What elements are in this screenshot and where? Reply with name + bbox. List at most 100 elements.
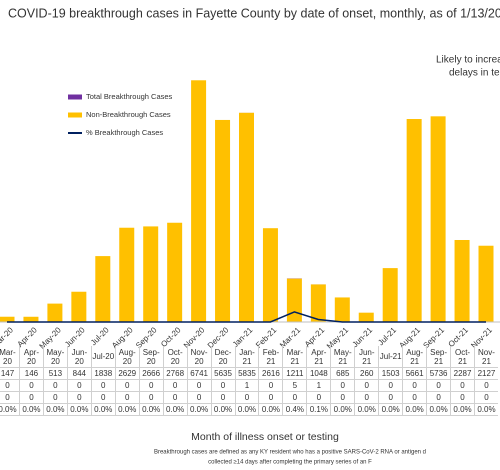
table-cell: May-20 xyxy=(42,346,67,368)
table-cell: 0 xyxy=(306,392,331,404)
table-cell: 0 xyxy=(354,380,379,392)
table-cell: Jul-21 xyxy=(378,346,403,368)
chart-title: COVID-19 breakthrough cases in Fayette C… xyxy=(8,6,500,20)
table-cell: 260 xyxy=(354,368,379,380)
bar xyxy=(119,227,135,322)
table-cell: Nov-20 xyxy=(186,346,211,368)
table-cell: Jan-21 xyxy=(234,346,259,368)
table-cell: 0.1% xyxy=(306,404,331,416)
table-cell: 0 xyxy=(210,380,235,392)
x-tick-label: Jul-21 xyxy=(376,325,398,347)
table-cell: 0.0% xyxy=(426,404,451,416)
x-tick-label: Jul-20 xyxy=(89,325,111,347)
table-cell: 146 xyxy=(18,368,43,380)
table-cell: 0 xyxy=(210,392,235,404)
table-cell: 0 xyxy=(114,392,139,404)
table-cell: 0 xyxy=(42,392,67,404)
table-cell: 2127 xyxy=(474,368,498,380)
table-cell: 0 xyxy=(0,380,19,392)
table-cell: Aug-21 xyxy=(402,346,427,368)
table-cell: 0.0% xyxy=(234,404,259,416)
table-cell: 0 xyxy=(474,392,498,404)
table-cell: 0 xyxy=(354,392,379,404)
table-cell: 0.0% xyxy=(66,404,91,416)
legend-label: % Breakthrough Cases xyxy=(86,128,163,137)
table-cell: 0 xyxy=(162,392,187,404)
table-cell: 0 xyxy=(402,380,427,392)
table-cell: 2629 xyxy=(114,368,139,380)
table-cell: 0.0% xyxy=(378,404,403,416)
table-cell: Mar-21 xyxy=(282,346,307,368)
table-cell: 0 xyxy=(138,392,163,404)
table-cell: 0.0% xyxy=(258,404,283,416)
table-cell: 5835 xyxy=(234,368,259,380)
bar xyxy=(23,316,39,322)
bar xyxy=(71,291,87,322)
table-cell: 1211 xyxy=(282,368,307,380)
line xyxy=(7,311,486,323)
table-cell: 0 xyxy=(18,380,43,392)
table-cell: 1 xyxy=(234,380,259,392)
table-cell: 1048 xyxy=(306,368,331,380)
table-cell: 0.0% xyxy=(18,404,43,416)
legend-swatch xyxy=(68,112,82,118)
table-cell: May-21 xyxy=(330,346,355,368)
table-cell: 0 xyxy=(42,380,67,392)
table-cell: 0 xyxy=(378,392,403,404)
bar xyxy=(310,284,326,322)
table-cell: Feb-21 xyxy=(258,346,283,368)
legend-label: Total Breakthrough Cases xyxy=(86,92,173,101)
bar xyxy=(478,245,494,322)
table-cell: 0 xyxy=(474,380,498,392)
table-cell: 513 xyxy=(42,368,67,380)
table-cell: 1503 xyxy=(378,368,403,380)
bar xyxy=(406,119,422,322)
table-cell: 685 xyxy=(330,368,355,380)
table-cell: 1838 xyxy=(90,368,115,380)
bar xyxy=(358,312,374,322)
bar xyxy=(167,222,183,322)
bar xyxy=(430,116,446,322)
table-cell: 0.0% xyxy=(138,404,163,416)
table-cell: 0.0% xyxy=(450,404,474,416)
table-cell: Apr-20 xyxy=(18,346,43,368)
table-cell: 0 xyxy=(162,380,187,392)
table-cell: 0 xyxy=(450,380,474,392)
table-cell: 5661 xyxy=(402,368,427,380)
table-cell: 0 xyxy=(426,380,451,392)
table-cell: 0 xyxy=(114,380,139,392)
table-cell: 0 xyxy=(258,380,283,392)
table-cell: Oct-21 xyxy=(450,346,474,368)
table-cell: 5635 xyxy=(210,368,235,380)
table-cell: 0.0% xyxy=(210,404,235,416)
table-cell: 0 xyxy=(18,392,43,404)
table-cell: Jun-21 xyxy=(354,346,379,368)
table-cell: 6741 xyxy=(186,368,211,380)
table-cell: 0 xyxy=(66,380,91,392)
table-cell: 0 xyxy=(450,392,474,404)
table-cell: 0 xyxy=(90,392,115,404)
table-cell: 1 xyxy=(306,380,331,392)
table-cell: Aug-20 xyxy=(114,346,139,368)
table-cell: 0 xyxy=(282,392,307,404)
table-cell: 0 xyxy=(186,392,211,404)
table-cell: 0 xyxy=(402,392,427,404)
table-cell: Mar-20 xyxy=(0,346,19,368)
bar xyxy=(454,239,470,322)
x-axis-title: Month of illness onset or testing xyxy=(191,431,339,443)
table-cell: 2768 xyxy=(162,368,187,380)
table-cell: Dec-20 xyxy=(210,346,235,368)
bar xyxy=(334,297,350,322)
footnote: collected ≥14 days after completing the … xyxy=(208,460,372,466)
table-cell: 0.0% xyxy=(162,404,187,416)
table-cell: 844 xyxy=(66,368,91,380)
table-cell: 0.0% xyxy=(474,404,498,416)
table-cell: Sep-21 xyxy=(426,346,451,368)
bar xyxy=(0,316,15,322)
bar xyxy=(215,119,231,322)
table-cell: 0.0% xyxy=(186,404,211,416)
table-cell: 0 xyxy=(138,380,163,392)
table-cell: 0 xyxy=(234,392,259,404)
table-cell: 0.0% xyxy=(114,404,139,416)
